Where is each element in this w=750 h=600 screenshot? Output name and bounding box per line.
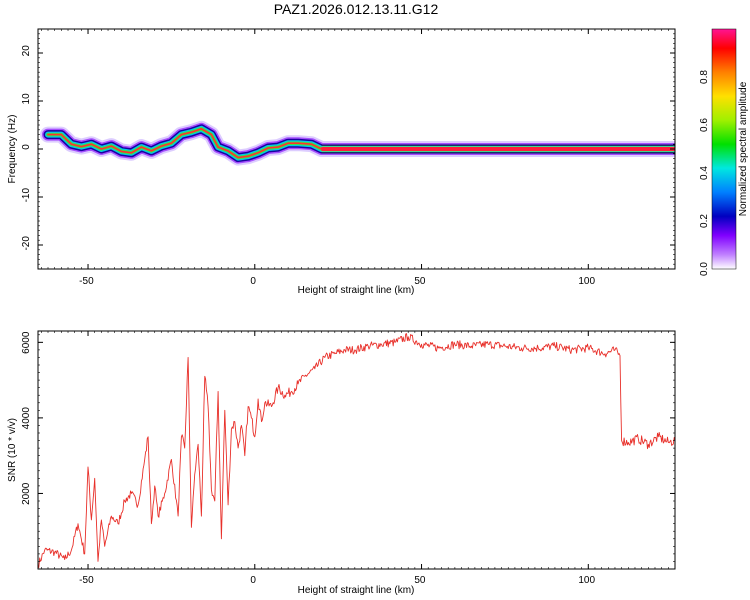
spectrogram-y-tick-labels: 20 10 0 -10 -20 [21, 45, 32, 251]
colorbar-tick-label: 0.4 [699, 166, 710, 180]
snr-x-axis-label: Height of straight line (km) [298, 585, 415, 596]
snr-background [38, 331, 675, 569]
colorbar-tick-label: 0.6 [699, 118, 710, 132]
snr-x-tick-labels: -50 0 50 100 [79, 575, 595, 586]
y-tick-label: -20 [21, 236, 32, 251]
spectrogram-x-axis-label: Height of straight line (km) [298, 285, 415, 296]
y-tick-label: 0 [21, 144, 32, 150]
figure-title: PAZ1.2026.012.13.11.G12 [274, 1, 439, 17]
colorbar-tick-label: 0.8 [699, 70, 710, 84]
y-tick-label: 6000 [21, 331, 32, 354]
colorbar-frame [711, 28, 737, 270]
colorbar-label: Normalized spectral amplitude [738, 81, 749, 216]
x-tick-label: 0 [250, 276, 256, 287]
x-tick-label: 50 [414, 276, 426, 287]
snr-y-tick-labels: 2000 4000 6000 [21, 331, 32, 505]
snr-line [38, 333, 675, 568]
colorbar: 0.0 0.2 0.4 0.6 0.8 Normalized spectral … [699, 28, 749, 276]
x-tick-label: -50 [79, 276, 94, 287]
spectrogram-panel: -50 0 50 100 20 10 0 -10 -20 Height of s… [7, 28, 676, 296]
snr-series [38, 333, 675, 568]
snr-panel: -50 0 50 100 2000 4000 6000 Height of st… [7, 330, 676, 596]
spectrogram-ticks [38, 28, 676, 270]
ridge-steady-core [321, 147, 675, 151]
spectrogram-ridge [40, 120, 675, 166]
colorbar-tick-label: 0.0 [699, 262, 710, 276]
y-tick-label: 20 [21, 45, 32, 57]
y-tick-label: 2000 [21, 482, 32, 505]
y-tick-label: 10 [21, 93, 32, 105]
y-tick-label: 4000 [21, 407, 32, 430]
spectrogram-y-axis-label: Frequency (Hz) [7, 115, 18, 184]
x-tick-label: 100 [578, 276, 595, 287]
snr-frame [37, 330, 676, 570]
snr-y-axis-label: SNR (10 * v/v) [7, 418, 18, 482]
spectrogram-x-tick-labels: -50 0 50 100 [79, 276, 595, 287]
x-tick-label: -50 [79, 575, 94, 586]
y-tick-label: -10 [21, 188, 32, 203]
x-tick-label: 100 [578, 575, 595, 586]
colorbar-tick-label: 0.2 [699, 214, 710, 228]
x-tick-label: 0 [250, 575, 256, 586]
snr-ticks [38, 331, 676, 569]
colorbar-gradient [712, 29, 736, 269]
x-tick-label: 50 [414, 575, 426, 586]
